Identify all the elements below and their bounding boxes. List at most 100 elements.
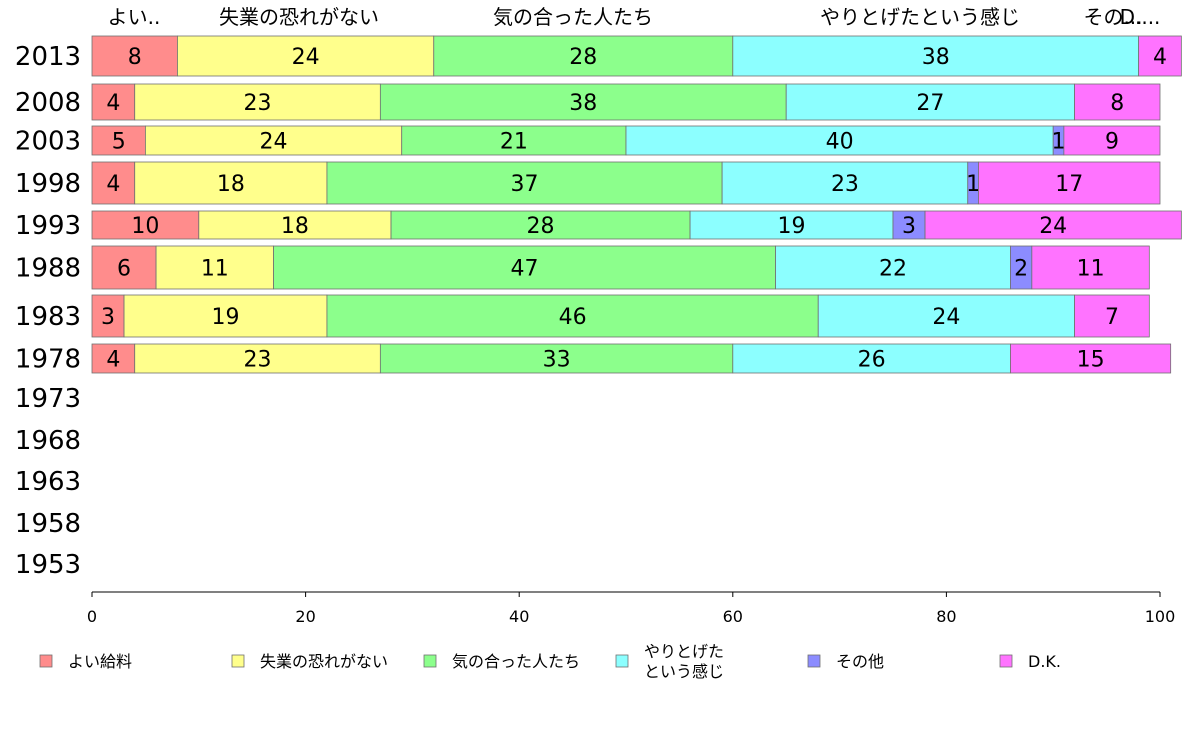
year-label: 1983 [15,302,81,332]
bar-value-label: 1 [966,172,980,197]
bar-segment [134,343,381,374]
year-label: 2013 [15,42,81,72]
bar-value-label: 1 [1052,130,1066,155]
bar-segment [817,294,1075,338]
bar-segment [177,35,435,77]
bar-value-label: 28 [527,214,555,239]
bar-value-label: 17 [1055,172,1083,197]
bar-value-label: 11 [1077,257,1105,282]
legend-label: その他 [836,652,884,671]
legend-label: やりとげた [644,642,724,661]
year-label: 1958 [15,509,81,539]
bar-segment [123,294,328,338]
segment-header-label: よい.. [108,5,161,29]
bar-segment [198,210,392,240]
bar-segment [1010,343,1172,374]
bar-value-label: 3 [101,305,115,330]
year-label: 2008 [15,88,81,118]
bar-segment [775,245,1011,290]
bar-value-label: 28 [569,45,597,70]
year-label: 2003 [15,127,81,157]
legend-swatch [999,654,1013,668]
x-axis-tick-label: 60 [723,607,743,626]
year-label: 1968 [15,426,81,456]
bar-segment [326,294,819,338]
bar-segment [1031,245,1150,290]
legend-label: 気の合った人たち [452,652,580,671]
bar-segment [892,210,926,240]
segment-header-label: 気の合った人たち [493,5,653,29]
bar-segment [91,210,200,240]
bar-value-label: 47 [511,257,539,282]
segment-header-label: 失業の恐れがない [219,5,379,29]
bar-segment [721,161,969,205]
bar-segment [326,161,723,205]
bar-value-label: 18 [217,172,245,197]
bar-segment [379,83,787,121]
bar-value-label: 4 [1153,45,1167,70]
bar-segment [390,210,691,240]
x-axis-tick-label: 20 [295,607,315,626]
bar-value-label: 37 [511,172,539,197]
year-label: 1988 [15,254,81,284]
year-label: 1953 [15,550,81,580]
bar-value-label: 7 [1105,305,1119,330]
bar-segment [91,343,136,374]
bar-segment [433,35,734,77]
legend-label: よい給料 [68,652,132,671]
bar-value-label: 23 [831,172,859,197]
bar-value-label: 33 [543,348,571,373]
bar-segment [91,161,136,205]
legend-label: 失業の恐れがない [260,652,388,671]
bar-segment [1074,294,1150,338]
bar-segment [1138,35,1182,77]
bar-value-label: 3 [902,214,916,239]
bar-segment [273,245,776,290]
bar-value-label: 22 [879,257,907,282]
bar-value-label: 8 [128,45,142,70]
bar-value-label: 19 [778,214,806,239]
bar-value-label: 4 [106,348,120,373]
bar-value-label: 10 [131,214,159,239]
bar-value-label: 5 [112,130,126,155]
year-label: 1998 [15,169,81,199]
bar-value-label: 38 [569,91,597,116]
bar-segment [134,83,381,121]
bar-segment [1063,125,1161,156]
bar-value-label: 24 [932,305,960,330]
x-axis-tick-label: 40 [509,607,529,626]
legend-swatch [615,654,629,668]
legend-swatch [807,654,821,668]
bar-segment [1074,83,1161,121]
bar-value-label: 24 [260,130,288,155]
bar-value-label: 38 [922,45,950,70]
legend-swatch [231,654,245,668]
bar-value-label: 23 [244,91,272,116]
bar-segment [625,125,1054,156]
bar-value-label: 24 [1039,214,1067,239]
x-axis-tick-label: 0 [87,607,97,626]
bar-segment [401,125,627,156]
segment-header-label: その... [1083,5,1142,29]
bar-value-label: 21 [500,130,528,155]
bar-value-label: 24 [292,45,320,70]
year-label: 1993 [15,211,81,241]
x-axis-tick-label: 80 [936,607,956,626]
bar-value-label: 19 [212,305,240,330]
bar-value-label: 6 [117,257,131,282]
year-label: 1963 [15,467,81,497]
bar-segment [732,343,1011,374]
x-axis-tick-label: 100 [1145,607,1176,626]
bar-value-label: 18 [281,214,309,239]
year-label: 1973 [15,384,81,414]
bar-value-label: 4 [106,91,120,116]
bar-value-label: 23 [244,348,272,373]
bar-value-label: 26 [858,348,886,373]
segment-header-label: D.... [1120,5,1161,29]
bar-segment [91,125,146,156]
bar-value-label: 27 [916,91,944,116]
bar-segment [732,35,1140,77]
bar-segment [924,210,1182,240]
bar-segment [144,125,403,156]
